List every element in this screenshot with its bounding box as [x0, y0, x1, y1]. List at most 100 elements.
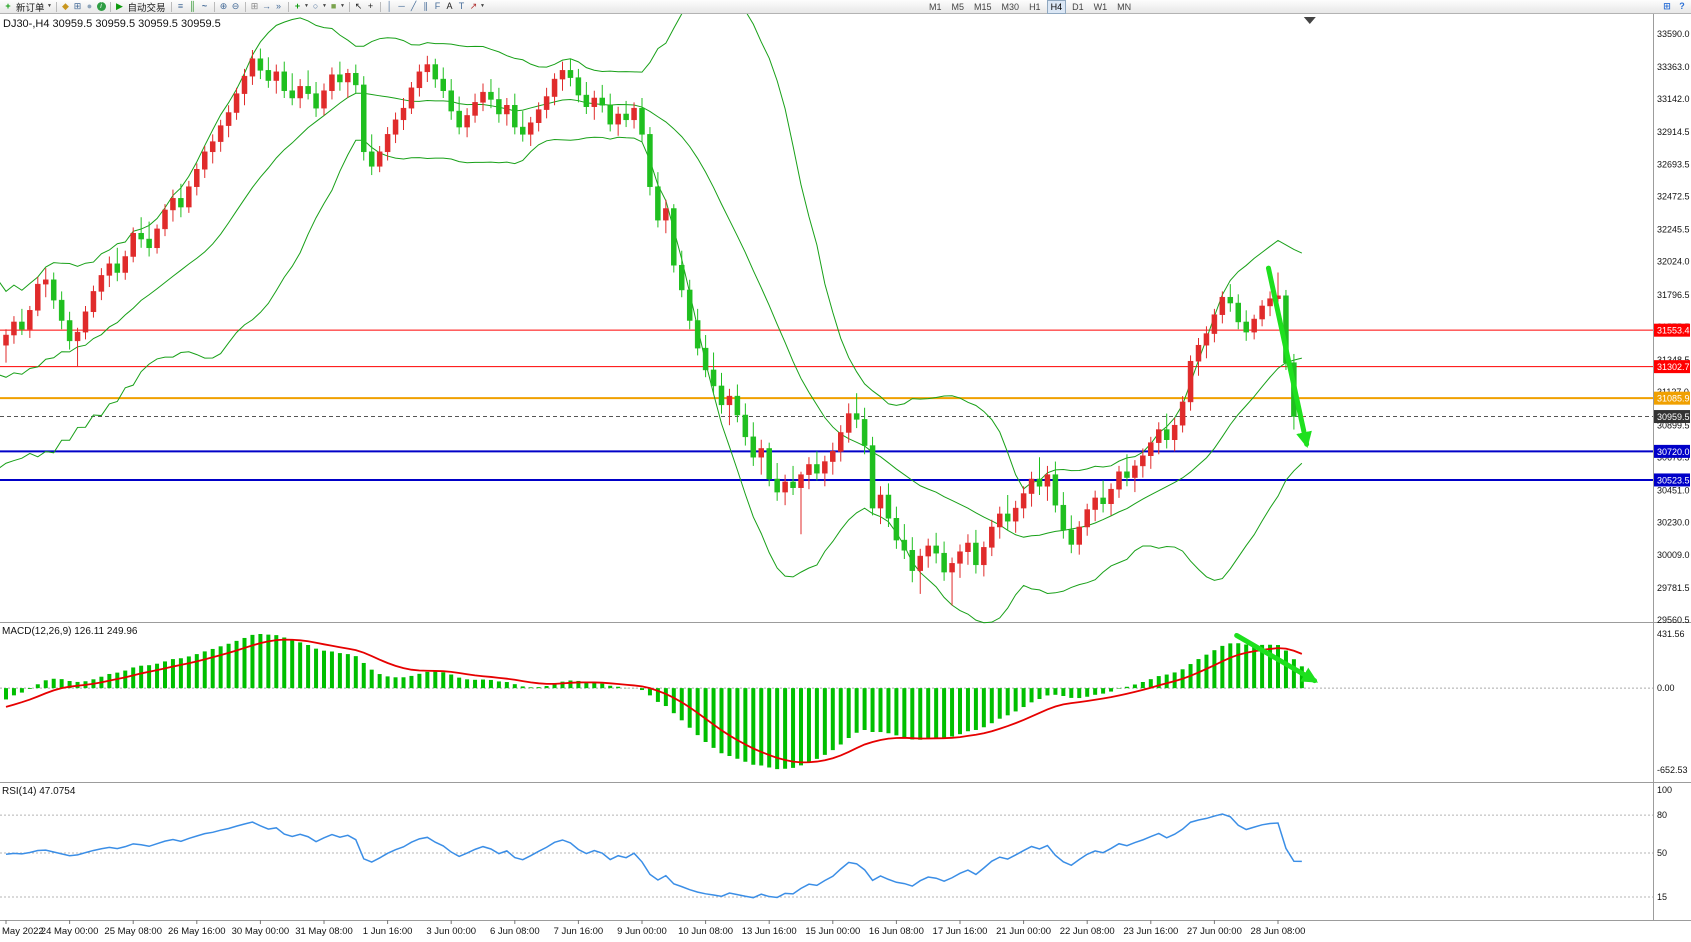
- svg-text:31348.5: 31348.5: [1657, 355, 1690, 365]
- toolbar-left: + 新订单 ▼ ◆ ⊞ ● i ▶ 自动交易 ≡ ║ ~ ⊕ ⊖ ⊞ →» + ▼ ○ ▼ ■ ▼ ↖ + │ ─ ╱ ∥ F A T ↗ ▼: [0, 0, 486, 14]
- periods-icon[interactable]: ○: [312, 1, 319, 11]
- fullscreen-icon[interactable]: ⊞: [1663, 1, 1671, 11]
- toolbar-separator: [244, 1, 246, 12]
- svg-text:30959.5: 30959.5: [1657, 412, 1690, 422]
- svg-text:33363.0: 33363.0: [1657, 62, 1690, 72]
- chart-title: DJ30-,H4 30959.5 30959.5 30959.5 30959.5: [3, 18, 221, 30]
- svg-text:0.00: 0.00: [1657, 683, 1675, 693]
- svg-text:22 Jun 08:00: 22 Jun 08:00: [1060, 926, 1115, 937]
- bar-chart-mode-icon[interactable]: ≡: [177, 1, 184, 11]
- svg-text:30009.0: 30009.0: [1657, 550, 1690, 560]
- macd-trend-arrow: [1234, 632, 1319, 684]
- svg-text:31553.4: 31553.4: [1657, 326, 1690, 336]
- zoom-out-icon[interactable]: ⊖: [231, 1, 240, 11]
- templates-icon[interactable]: ■: [330, 1, 337, 11]
- toolbar-timeframes: M1 M5 M15 M30 H1 H4 D1 W1 MN: [925, 0, 1135, 14]
- text-icon[interactable]: A: [446, 1, 453, 11]
- compass-icon[interactable]: ◆: [62, 1, 69, 11]
- cursor-icon[interactable]: ↖: [354, 1, 363, 11]
- svg-text:31302.7: 31302.7: [1657, 362, 1690, 372]
- svg-text:30230.0: 30230.0: [1657, 518, 1690, 528]
- timeframe-m30[interactable]: M30: [1001, 1, 1020, 12]
- shapes-caret-icon[interactable]: ▼: [480, 3, 485, 9]
- svg-text:30523.5: 30523.5: [1657, 475, 1690, 485]
- svg-text:3 Jun 00:00: 3 Jun 00:00: [426, 926, 476, 937]
- svg-text:17 Jun 16:00: 17 Jun 16:00: [933, 926, 988, 937]
- info-icon[interactable]: i: [96, 2, 106, 11]
- help-icon[interactable]: ?: [1679, 1, 1685, 11]
- horizontal-line-icon[interactable]: ─: [398, 1, 405, 11]
- svg-text:24 May 00:00: 24 May 00:00: [41, 926, 99, 937]
- timeframe-w1[interactable]: W1: [1093, 1, 1108, 12]
- svg-text:30 May 00:00: 30 May 00:00: [232, 926, 290, 937]
- bollinger-bands: [0, 0, 1303, 624]
- timeframe-h4[interactable]: H4: [1046, 0, 1067, 14]
- candles: [3, 48, 1305, 606]
- chart-shift-marker[interactable]: [1303, 17, 1316, 24]
- autotrading-button[interactable]: 自动交易: [127, 2, 166, 14]
- chart-shift-icon[interactable]: »: [276, 1, 282, 11]
- price-tags: 31553.4 31302.7 31085.9 30720.0 30523.5 30959…: [1654, 323, 1690, 487]
- svg-text:10 Jun 08:00: 10 Jun 08:00: [678, 926, 733, 937]
- timeframe-m15[interactable]: M15: [974, 1, 992, 12]
- rsi-label: RSI(14) 47.0754: [2, 786, 76, 797]
- timeframe-mn[interactable]: MN: [1117, 1, 1132, 12]
- auto-scroll-icon[interactable]: →: [262, 1, 272, 11]
- svg-text:23 Jun 16:00: 23 Jun 16:00: [1123, 926, 1178, 937]
- timeframe-m5[interactable]: M5: [951, 1, 965, 12]
- svg-text:May 2022: May 2022: [2, 926, 44, 937]
- new-order-icon[interactable]: +: [5, 1, 11, 11]
- trendline-icon[interactable]: ╱: [410, 1, 417, 11]
- svg-text:32024.0: 32024.0: [1657, 257, 1690, 267]
- macd-signal-line: [5, 638, 1303, 764]
- new-order-caret-icon[interactable]: ▼: [47, 3, 52, 9]
- autotrading-icon[interactable]: ▶: [116, 1, 123, 11]
- toolbar-separator: [287, 1, 289, 12]
- svg-text:32693.5: 32693.5: [1657, 159, 1690, 169]
- svg-text:32245.5: 32245.5: [1657, 225, 1690, 235]
- channel-icon[interactable]: ∥: [423, 1, 428, 11]
- indicators-icon[interactable]: +: [294, 1, 301, 11]
- svg-text:29781.5: 29781.5: [1657, 583, 1690, 593]
- svg-text:30899.5: 30899.5: [1657, 420, 1690, 430]
- svg-text:33590.0: 33590.0: [1657, 29, 1690, 39]
- svg-text:33142.0: 33142.0: [1657, 94, 1690, 104]
- svg-text:30451.0: 30451.0: [1657, 485, 1690, 495]
- shapes-icon[interactable]: ↗: [469, 1, 478, 11]
- indicators-caret-icon[interactable]: ▼: [304, 3, 309, 9]
- periods-caret-icon[interactable]: ▼: [322, 3, 327, 9]
- svg-text:7 Jun 16:00: 7 Jun 16:00: [554, 926, 604, 937]
- zoom-in-icon[interactable]: ⊕: [219, 1, 228, 11]
- svg-text:80: 80: [1657, 810, 1667, 820]
- new-order-button[interactable]: 新订单: [16, 2, 45, 14]
- svg-text:29560.5: 29560.5: [1657, 615, 1690, 625]
- svg-text:27 Jun 00:00: 27 Jun 00:00: [1187, 926, 1242, 937]
- svg-text:21 Jun 00:00: 21 Jun 00:00: [996, 926, 1051, 937]
- fibonacci-icon[interactable]: F: [434, 1, 441, 11]
- svg-text:32472.5: 32472.5: [1657, 192, 1690, 202]
- panel-separators[interactable]: [0, 14, 1691, 921]
- timeframe-d1[interactable]: D1: [1072, 1, 1084, 12]
- svg-text:32914.5: 32914.5: [1657, 127, 1690, 137]
- rsi-line: [5, 813, 1302, 899]
- toolbar-separator: [379, 1, 381, 12]
- chart-window-icon[interactable]: ⊞: [73, 1, 82, 11]
- toolbar-separator: [170, 1, 172, 12]
- vertical-line-icon[interactable]: │: [386, 1, 393, 11]
- svg-text:13 Jun 16:00: 13 Jun 16:00: [742, 926, 797, 937]
- candlestick-mode-icon[interactable]: ║: [189, 1, 196, 11]
- crosshair-icon[interactable]: +: [367, 1, 374, 11]
- rsi-panel: 100 80 50 15 RSI(14) 47.0754: [0, 785, 1672, 902]
- timeframe-h1[interactable]: H1: [1029, 1, 1041, 12]
- profile-icon[interactable]: ●: [86, 1, 93, 11]
- templates-caret-icon[interactable]: ▼: [340, 3, 345, 9]
- timeframe-m1[interactable]: M1: [929, 1, 942, 12]
- label-icon[interactable]: T: [458, 1, 465, 11]
- svg-text:31 May 08:00: 31 May 08:00: [295, 926, 353, 937]
- line-chart-mode-icon[interactable]: ~: [201, 1, 208, 11]
- toolbar-separator: [213, 1, 215, 12]
- tile-windows-icon[interactable]: ⊞: [250, 1, 259, 11]
